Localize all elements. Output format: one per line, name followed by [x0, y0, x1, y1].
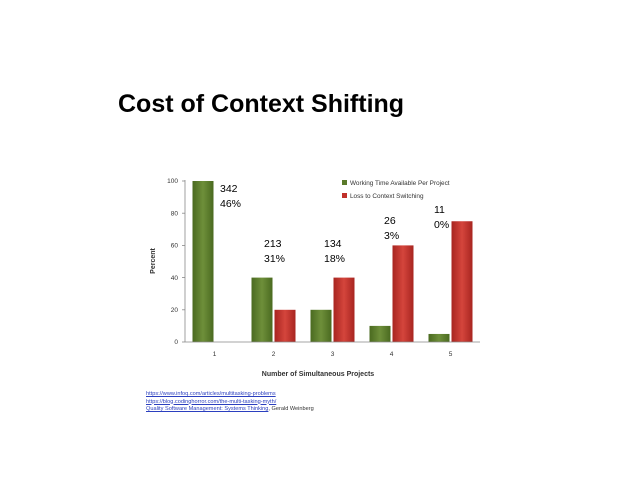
y-tick-label-0: 0 — [174, 339, 178, 346]
bar-working-2 — [251, 277, 273, 342]
bar-loss-4 — [392, 245, 414, 342]
annotation-2: 213 31% — [264, 237, 285, 267]
bar-loss-2 — [274, 309, 296, 342]
source-link-weinberg-book[interactable]: Quality Software Management: Systems Thi… — [146, 406, 269, 413]
source-link-codinghorror[interactable]: https://blog.codinghorror.com/the-multi-… — [146, 398, 277, 405]
x-tick-label-2: 2 — [272, 351, 276, 358]
bar-working-3 — [310, 309, 332, 342]
legend: Working Time Available Per Project Loss … — [342, 180, 450, 200]
y-axis-label: Percent — [150, 247, 157, 273]
y-tick-label-40: 40 — [171, 275, 179, 282]
legend-swatch-working — [342, 180, 347, 185]
sources: https://www.infoq.com/articles/multitask… — [146, 391, 314, 414]
legend-label-loss: Loss to Context Switching — [350, 193, 424, 200]
annotation-3-percent: 18% — [324, 253, 346, 265]
annotation-5: 11 0% — [434, 203, 449, 233]
annotation-4-percent: 3% — [384, 230, 400, 242]
x-tick-label-5: 5 — [449, 351, 453, 358]
annotation-4: 26 3% — [384, 214, 399, 244]
y-tick-label-80: 80 — [171, 210, 179, 217]
bar-working-4 — [369, 325, 391, 342]
bar-working-5 — [428, 333, 450, 342]
annotation-1: 342 46% — [220, 182, 241, 212]
y-tick-label-20: 20 — [171, 307, 179, 314]
source-author: , Gerald Weinberg — [268, 406, 314, 413]
legend-label-working: Working Time Available Per Project — [350, 180, 450, 187]
bar-working-1 — [192, 181, 214, 342]
source-link-infoq[interactable]: https://www.infoq.com/articles/multitask… — [146, 391, 276, 397]
x-axis-label: Number of Simultaneous Projects — [262, 371, 375, 378]
x-tick-label-4: 4 — [390, 351, 394, 358]
annotation-4-count: 26 — [384, 215, 396, 227]
annotation-5-count: 11 — [434, 204, 445, 216]
slide-title: Cost of Context Shifting — [118, 90, 405, 118]
bar-loss-3 — [333, 277, 355, 342]
annotation-1-percent: 46% — [220, 198, 242, 210]
legend-swatch-loss — [342, 193, 347, 198]
chart-axes: 1 2 3 4 5 0 20 40 60 80 100 — [167, 178, 480, 358]
annotation-5-percent: 0% — [434, 219, 450, 231]
y-tick-label-100: 100 — [167, 178, 178, 185]
chart-bars — [192, 181, 473, 342]
bar-loss-5 — [451, 221, 473, 342]
annotation-3: 134 18% — [324, 237, 345, 267]
annotation-1-count: 342 — [220, 183, 238, 195]
x-tick-label-1: 1 — [213, 351, 217, 358]
y-tick-label-60: 60 — [171, 243, 179, 250]
annotation-3-count: 134 — [324, 238, 342, 250]
annotation-2-count: 213 — [264, 238, 282, 250]
annotation-2-percent: 31% — [264, 253, 286, 265]
x-tick-label-3: 3 — [331, 351, 335, 358]
